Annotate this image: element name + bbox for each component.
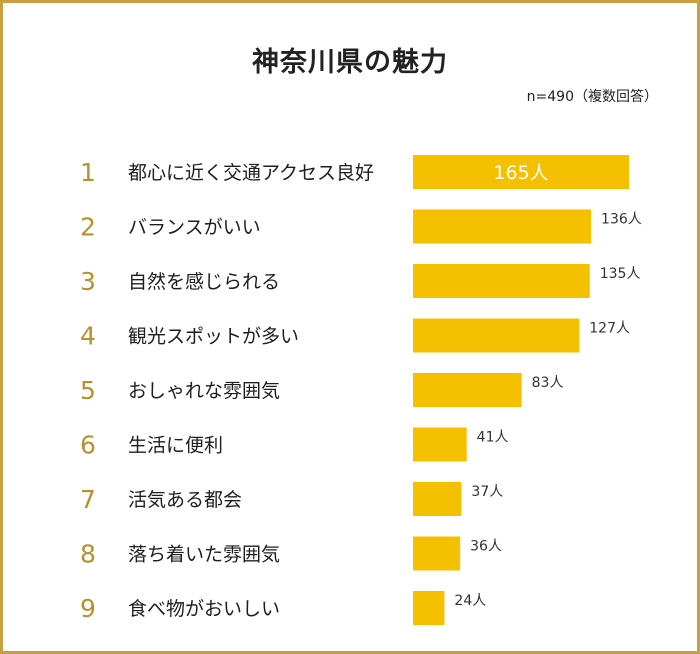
bar: [413, 318, 580, 353]
category-label: おしゃれな雰囲気: [128, 380, 280, 402]
bar: [413, 591, 445, 625]
value-label: 41人: [477, 430, 509, 446]
rank-number: 2: [80, 213, 96, 242]
value-label: 24人: [454, 593, 486, 609]
value-label: 135人: [600, 266, 641, 282]
bar: [413, 155, 629, 189]
value-label: 127人: [589, 321, 630, 337]
value-label: 136人: [601, 212, 642, 228]
rank-number: 5: [80, 376, 96, 405]
rank-number: 1: [80, 158, 96, 187]
value-label: 83人: [532, 375, 564, 391]
rank-number: 4: [80, 322, 96, 351]
rank-number: 6: [80, 431, 96, 460]
bar: [413, 427, 467, 462]
rank-number: 3: [80, 267, 96, 296]
category-label: 生活に便利: [128, 435, 223, 457]
bar: [413, 209, 592, 244]
category-label: 観光スポットが多い: [128, 326, 299, 348]
bar: [413, 264, 590, 298]
rank-number: 9: [80, 594, 96, 623]
category-label: 食べ物がおいしい: [128, 598, 280, 620]
value-label: 36人: [470, 539, 502, 555]
bar: [413, 482, 462, 516]
bar: [413, 536, 461, 571]
category-label: 落ち着いた雰囲気: [128, 544, 280, 566]
value-label: 165人: [493, 162, 548, 184]
rank-number: 7: [80, 485, 96, 514]
rank-number: 8: [80, 540, 96, 569]
sample-size-note: n=490（複数回答）: [526, 89, 658, 105]
category-label: バランスがいい: [128, 217, 261, 239]
category-label: 自然を感じられる: [128, 271, 280, 293]
category-label: 活気ある都会: [128, 489, 242, 511]
value-label: 37人: [471, 484, 503, 500]
chart-title: 神奈川県の魅力: [252, 47, 448, 78]
category-label: 都心に近く交通アクセス良好: [128, 162, 374, 184]
bar: [413, 373, 522, 407]
